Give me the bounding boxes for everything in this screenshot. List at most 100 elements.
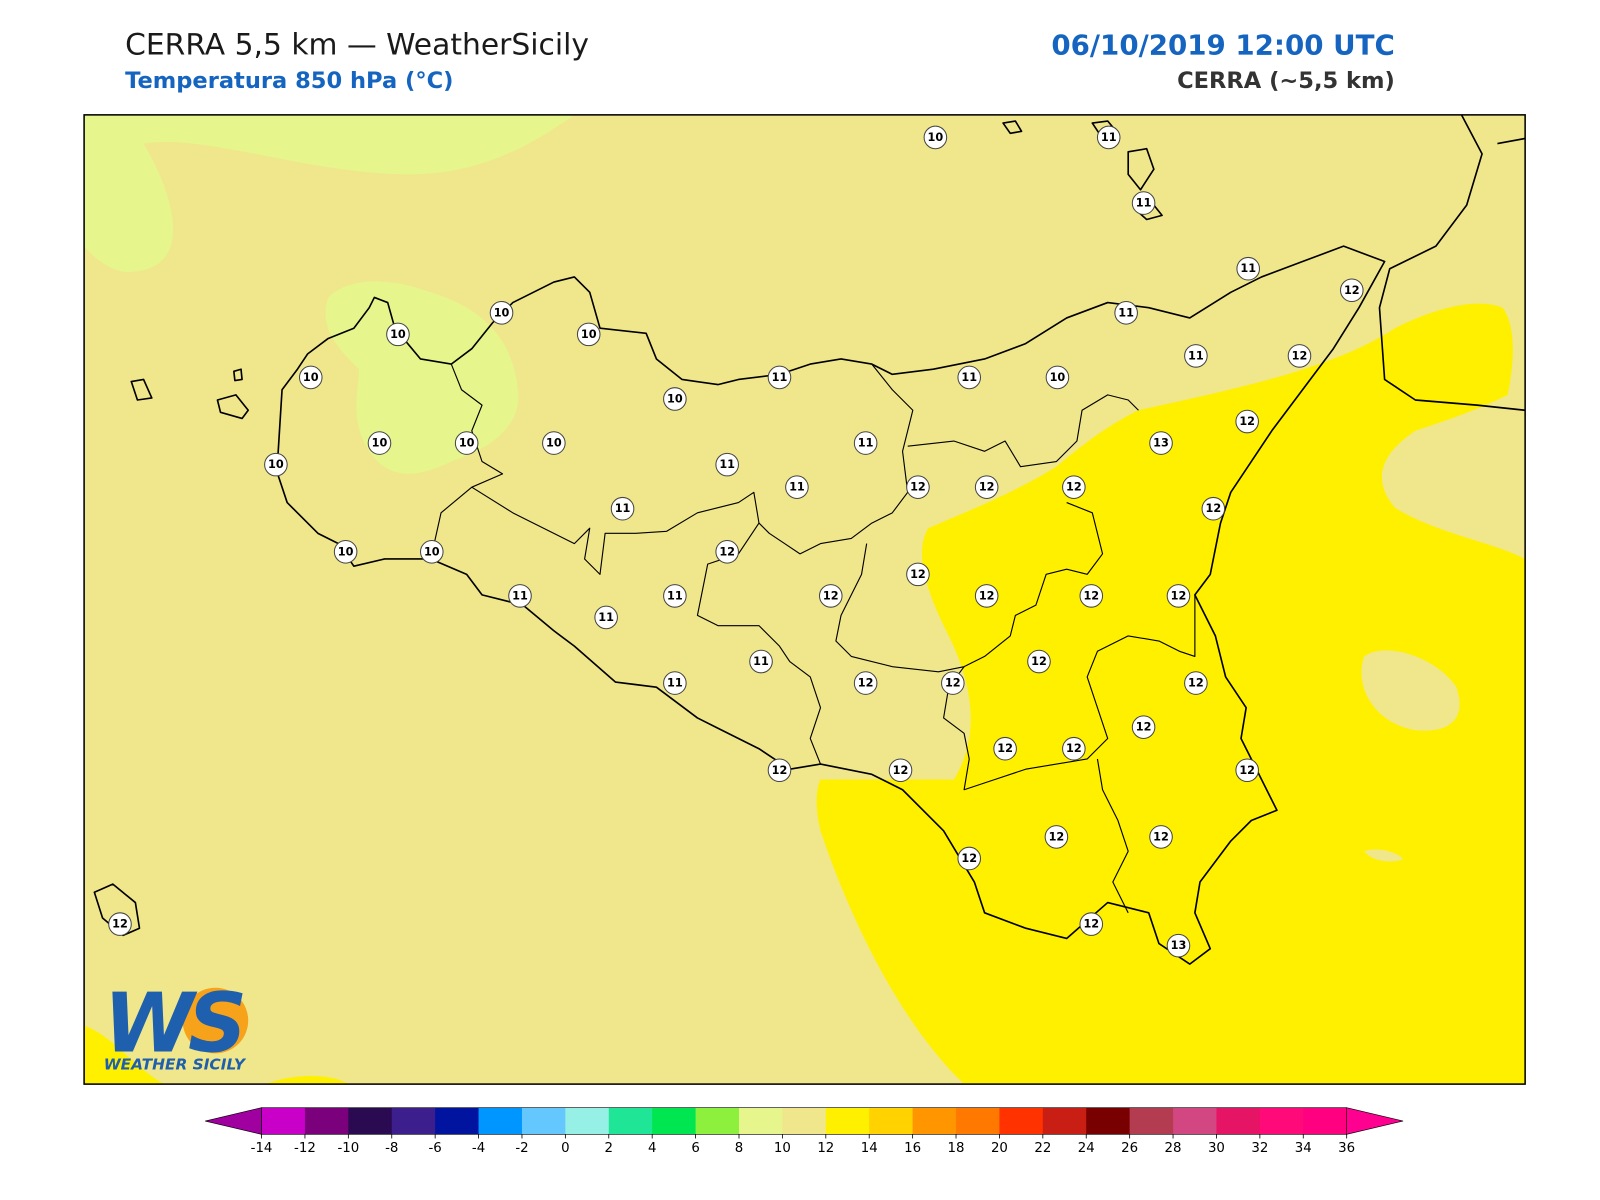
station-marker [923,125,948,150]
station: 12 [974,584,999,608]
station: 11 [1184,344,1208,368]
station-value: 11 [598,611,614,624]
station-value: 11 [1136,197,1152,210]
station: 12 [888,758,913,783]
station: 10 [454,431,479,455]
station-value: 10 [338,545,354,558]
station-value: 10 [424,545,440,558]
station: 10 [1045,365,1070,390]
station-value: 12 [1171,589,1187,602]
station-value: 11 [753,655,769,668]
logo: WS WEATHER SICILY [104,976,249,1073]
station-marker [1114,301,1138,325]
station-value: 10 [459,437,475,450]
station-value: 12 [1083,918,1099,931]
station-marker [1027,649,1051,674]
station: 11 [853,431,878,455]
colorbar-tick-label: 18 [948,1141,965,1156]
colorbar-tick-label: -4 [472,1141,485,1156]
station-marker [1149,825,1173,849]
colorbar-swatch [608,1107,653,1135]
colorbar-tick-label: 6 [691,1141,699,1156]
colorbar-tick-label: 22 [1034,1141,1051,1156]
station-value: 12 [1066,742,1082,755]
colorbar: -14 -12 -10 -8 -6 -4 -2 0 2 4 6 8 10 12 14 16 18 20 22 24 26… [205,1107,1404,1156]
station: 13 [1149,431,1173,455]
station: 11 [767,365,792,390]
station: 11 [785,475,809,499]
colorbar-swatch [1129,1107,1174,1135]
colorbar-swatch [652,1107,697,1135]
colorbar-swatch [912,1107,957,1135]
station: 12 [993,736,1017,761]
colorbar-tick-label: 20 [991,1141,1008,1156]
station-value: 12 [961,852,977,865]
station-value: 13 [1153,437,1169,450]
colorbar-swatch [695,1107,740,1135]
colorbar-swatch [565,1107,610,1135]
station-marker [715,539,739,564]
colorbar-swatch [391,1107,436,1135]
station-value: 12 [910,481,926,494]
station-value: 11 [667,589,683,602]
colorbar-swatch [348,1107,393,1135]
station: 11 [508,584,532,608]
stations: 10 11 11 11 12 10 10 10 11 11 12 10 11 11 10 10 12 10 10 10… [108,125,1364,958]
station-value: 11 [858,437,874,450]
station-marker [1287,344,1312,368]
station-value: 11 [961,371,977,384]
station-value: 12 [1083,589,1099,602]
station-value: 11 [615,502,631,515]
station-marker [333,539,358,564]
colorbar-under [205,1107,262,1135]
station: 10 [386,322,410,347]
station-marker [749,649,773,674]
province-border [471,486,822,765]
island [1002,120,1023,135]
station-value: 10 [390,328,406,341]
station: 12 [1201,496,1226,521]
station: 12 [1235,758,1259,783]
station: 12 [1339,278,1364,303]
station: 12 [906,475,930,499]
station-marker [1079,584,1104,608]
colorbar-swatch [825,1107,870,1135]
station-value: 12 [1239,764,1255,777]
station: 11 [663,671,687,695]
station-marker [1166,584,1191,608]
colorbar-tick-label: 12 [817,1141,834,1156]
station-marker [1166,933,1191,958]
station-marker [888,758,913,783]
colorbar-swatch [1173,1107,1217,1135]
station-marker [663,671,687,695]
colorbar-swatch [869,1107,914,1135]
station-marker [1062,475,1086,499]
station-marker [298,365,323,390]
station: 11 [715,452,739,477]
province-border [758,363,914,555]
station: 11 [594,605,618,630]
datetime: 06/10/2019 12:00 UTC [1051,28,1394,61]
station-value: 11 [1118,306,1134,319]
colorbar-over [1346,1107,1404,1135]
station-value: 12 [979,481,995,494]
field-12-14 [816,303,1526,1085]
colorbar-swatch [1259,1107,1304,1135]
station: 12 [1166,584,1191,608]
station-marker [767,365,792,390]
colorbar-frame [261,1107,1347,1135]
station-marker [1131,191,1156,215]
station: 12 [1027,649,1051,674]
province-border [835,502,1104,673]
colorbar-swatch [1086,1107,1131,1135]
colorbar-tick-label: 2 [605,1141,613,1156]
field-8-10 [84,114,575,272]
map [84,114,1526,1085]
station-value: 11 [719,458,735,471]
station: 12 [906,562,930,587]
station: 10 [298,365,323,390]
colorbar-swatch [261,1107,306,1135]
colorbar-swatch [1042,1107,1087,1135]
colorbar-tick-label: 30 [1208,1141,1225,1156]
